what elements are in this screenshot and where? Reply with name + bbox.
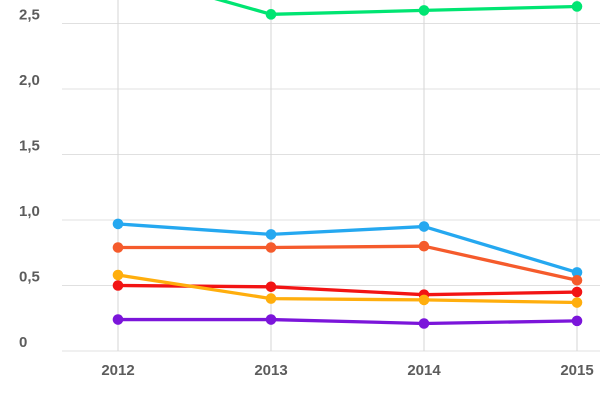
series-line-yellow-series [116,273,579,305]
x-axis-tick-label: 2013 [254,362,287,379]
y-axis-tick-label: 2,5 [19,7,40,24]
data-point-blue-series-2014[interactable] [418,221,430,232]
series-line-purple-series [116,317,579,326]
data-point-orange-series-2013[interactable] [265,242,277,253]
x-axis-tick-label: 2012 [101,362,134,379]
data-point-blue-series-2015[interactable] [571,267,583,278]
y-axis-tick-label: 1,0 [19,203,40,220]
data-point-purple-series-2013[interactable] [265,314,277,325]
series-line-orange-series [116,244,579,282]
data-point-red-series-2013[interactable] [265,281,277,293]
y-axis-tick-label: 0 [19,334,27,351]
y-axis-tick-label: 2,0 [19,72,40,89]
data-point-green-series-2015[interactable] [571,1,583,12]
data-point-red-series-2015[interactable] [571,286,583,298]
x-axis-tick-label: 2015 [560,362,593,379]
data-point-yellow-series-2015[interactable] [571,297,583,308]
data-point-orange-series-2012[interactable] [112,242,124,253]
series-line-green-series [214,0,579,16]
series-line-blue-series [116,222,579,275]
data-point-red-series-2012[interactable] [112,280,124,291]
data-point-yellow-series-2013[interactable] [265,293,277,304]
data-point-purple-series-2015[interactable] [571,315,583,327]
data-point-orange-series-2014[interactable] [418,240,430,252]
data-point-purple-series-2014[interactable] [418,318,430,329]
data-point-orange-series-2015[interactable] [571,274,583,286]
data-point-yellow-series-2012[interactable] [112,269,124,281]
data-point-green-series-2013[interactable] [265,9,277,20]
data-point-blue-series-2013[interactable] [265,229,277,240]
data-point-green-series-2014[interactable] [418,5,430,16]
data-point-yellow-series-2014[interactable] [418,294,430,306]
x-axis-tick-label: 2014 [407,362,441,379]
y-axis-tick-label: 0,5 [19,269,40,286]
y-axis-tick-label: 1,5 [19,138,40,155]
data-point-blue-series-2012[interactable] [112,218,124,230]
data-point-purple-series-2012[interactable] [112,314,124,325]
